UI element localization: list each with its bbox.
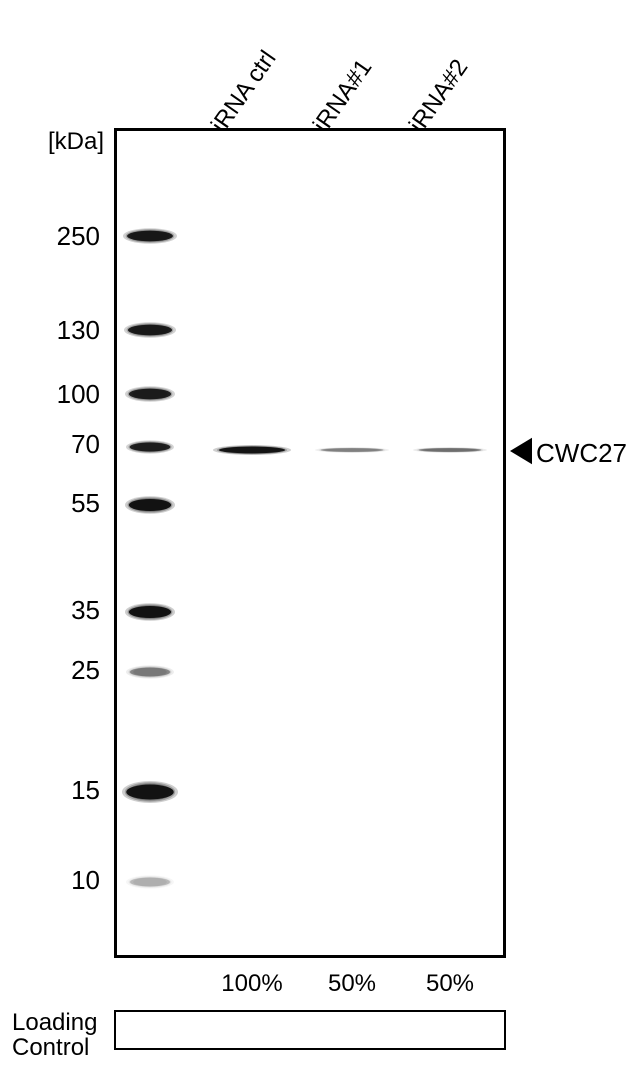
loading-line1: Loading bbox=[12, 1009, 97, 1036]
target-arrow-icon bbox=[510, 438, 532, 464]
pct-si2: 50% bbox=[410, 970, 490, 998]
loading-control-label: Loading Control bbox=[12, 1010, 97, 1060]
loading-control-frame bbox=[114, 1010, 506, 1050]
pct-si1: 50% bbox=[312, 970, 392, 998]
pct-ctrl: 100% bbox=[212, 970, 292, 998]
loading-line2: Control bbox=[12, 1034, 89, 1061]
target-band-label: CWC27 bbox=[536, 438, 627, 469]
blot-bands-svg bbox=[0, 0, 640, 1071]
